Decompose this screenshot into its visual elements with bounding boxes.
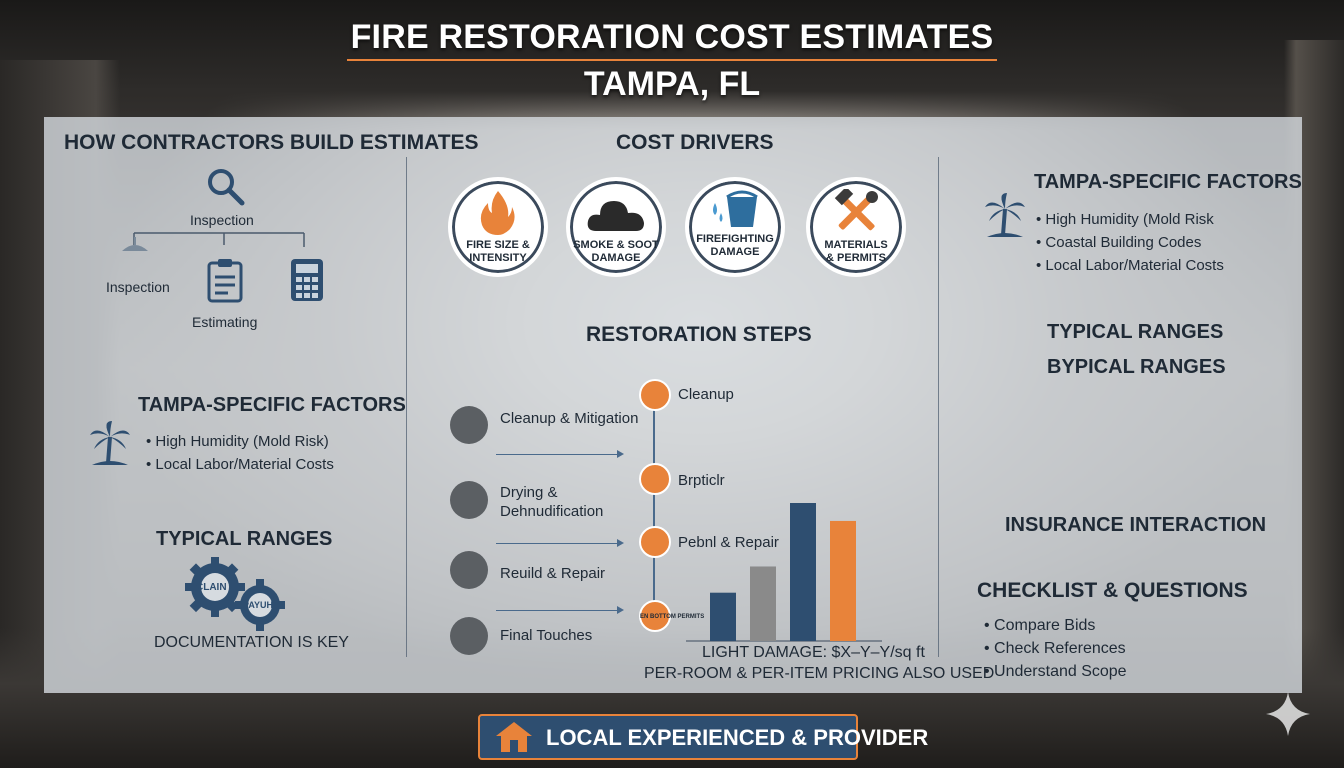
chart-note: LIGHT DAMAGE: $X–Y–Y/sq ft [702, 644, 925, 661]
house-icon [496, 722, 532, 752]
chart-bar-4 [830, 520, 856, 641]
lamp-icon [122, 237, 148, 251]
cost-drivers-heading: COST DRIVERS [616, 131, 774, 154]
tampa-factors-heading-left: TAMPA-SPECIFIC FACTORS [138, 394, 406, 416]
restoration-steps-heading: RESTORATION STEPS [586, 323, 812, 346]
tampa-factor-right: Local Labor/Material Costs [1036, 257, 1223, 274]
step-left-label: Dehnudification [500, 503, 604, 520]
checklist-item: Understand Scope [984, 663, 1127, 681]
driver-label-line2: DAMAGE [591, 252, 641, 264]
step-left-label: Cleanup & Mitigation [500, 410, 639, 427]
driver-firefighting: FIREFIGHTING DAMAGE [685, 177, 785, 277]
diagram-bottom-label: Estimating [192, 314, 258, 330]
timeline-line [653, 393, 655, 619]
gears-icon [185, 557, 285, 631]
driver-label-line1: FIREFIGHTING [696, 233, 774, 245]
step-arrow [496, 450, 624, 458]
step-left-label: Final Touches [500, 627, 593, 644]
driver-label-line2: DAMAGE [710, 246, 760, 258]
flame-icon [480, 191, 515, 235]
page-subtitle: TAMPA, FL [583, 65, 761, 103]
step-arrow [496, 539, 624, 547]
step-left-label: Drying & [500, 484, 558, 501]
palm-tree-icon [985, 193, 1025, 237]
tampa-factor-left: Local Labor/Material Costs [146, 456, 333, 473]
cost-range-chart [686, 503, 882, 642]
clipboard-icon [207, 259, 243, 303]
timeline-dot [639, 463, 671, 495]
typical-ranges-heading-right: TYPICAL RANGES [1047, 321, 1224, 343]
column-divider-left [406, 157, 407, 657]
water-bucket-icon [713, 190, 758, 227]
step-right-label: Brpticlr [678, 472, 725, 489]
page-title: FIRE RESTORATION COST ESTIMATES [346, 18, 998, 61]
tampa-factor-right: High Humidity (Mold Risk [1036, 211, 1213, 228]
diagram-top-label: Inspection [190, 212, 254, 228]
column-divider-right [938, 157, 939, 657]
driver-label-line2: & PERMITS [826, 252, 886, 264]
checklist-heading: CHECKLIST & QUESTIONS [977, 579, 1248, 602]
step-right-label: Cleanup [678, 386, 734, 403]
fan-icon [450, 551, 488, 589]
pricing-note: PER-ROOM & PER-ITEM PRICING ALSO USED [644, 665, 995, 682]
step-left-label: Reuild & Repair [500, 565, 606, 582]
gear-label-claim: CLAIN [196, 582, 227, 593]
estimates-heading: HOW CONTRACTORS BUILD ESTIMATES [64, 131, 479, 154]
chart-bar-1 [710, 592, 736, 641]
step-right-label: Pebnl & Repair [678, 534, 779, 551]
step-arrow [496, 606, 624, 614]
drill-icon [450, 617, 488, 655]
driver-smoke-soot: SMOKE & SOOT DAMAGE [566, 177, 666, 277]
palm-tree-icon [90, 421, 130, 465]
checklist-item: Check References [984, 640, 1126, 658]
timeline-dot [639, 600, 671, 632]
mop-icon [450, 406, 488, 444]
driver-label-line2: INTENSITY [469, 252, 527, 264]
insurance-heading: INSURANCE INTERACTION [1005, 514, 1267, 536]
typical-ranges-heading-left: TYPICAL RANGES [156, 528, 333, 550]
step-small-tag: EN BOTTOM PERMITS [640, 614, 705, 620]
driver-label-line1: FIRE SIZE & [466, 239, 530, 251]
local-provider-banner: LOCAL EXPERIENCED & PROVIDER [478, 714, 928, 760]
tools-icon [834, 189, 878, 231]
driver-materials-permits: MATERIALS & PERMITS [806, 177, 906, 277]
calculator-icon [291, 259, 323, 301]
infographic-panel: HOW CONTRACTORS BUILD ESTIMATES Inspecti… [44, 117, 1302, 693]
banner-label: LOCAL EXPERIENCED & PROVIDER [546, 725, 929, 750]
chart-bar-3 [790, 503, 816, 641]
typical-ranges-heading-right-dup: BYPICAL RANGES [1047, 356, 1226, 378]
cloud-icon [587, 201, 644, 231]
driver-label-line1: SMOKE & SOOT [573, 239, 659, 251]
dehumidifier-icon [450, 481, 488, 519]
gear-label-payment: PAYUHT [243, 600, 279, 610]
title-block: FIRE RESTORATION COST ESTIMATES TAMPA, F… [0, 18, 1344, 104]
tampa-factor-right: Coastal Building Codes [1036, 234, 1201, 251]
timeline-dot [639, 379, 671, 411]
tampa-factor-left: High Humidity (Mold Risk) [146, 433, 328, 450]
chart-bar-2 [750, 566, 776, 641]
driver-label-line1: MATERIALS [824, 239, 888, 251]
timeline-dot [639, 526, 671, 558]
tampa-factors-heading-right: TAMPA-SPECIFIC FACTORS [1034, 171, 1302, 193]
ceiling-shade [0, 0, 1344, 130]
checklist-item: Compare Bids [984, 617, 1095, 635]
documentation-label: DOCUMENTATION IS KEY [154, 634, 349, 651]
sparkle-icon [1266, 692, 1310, 736]
driver-fire-size: FIRE SIZE & INTENSITY [448, 177, 548, 277]
diagram-left-label: Inspection [106, 279, 170, 295]
magnifier-icon [208, 169, 245, 206]
